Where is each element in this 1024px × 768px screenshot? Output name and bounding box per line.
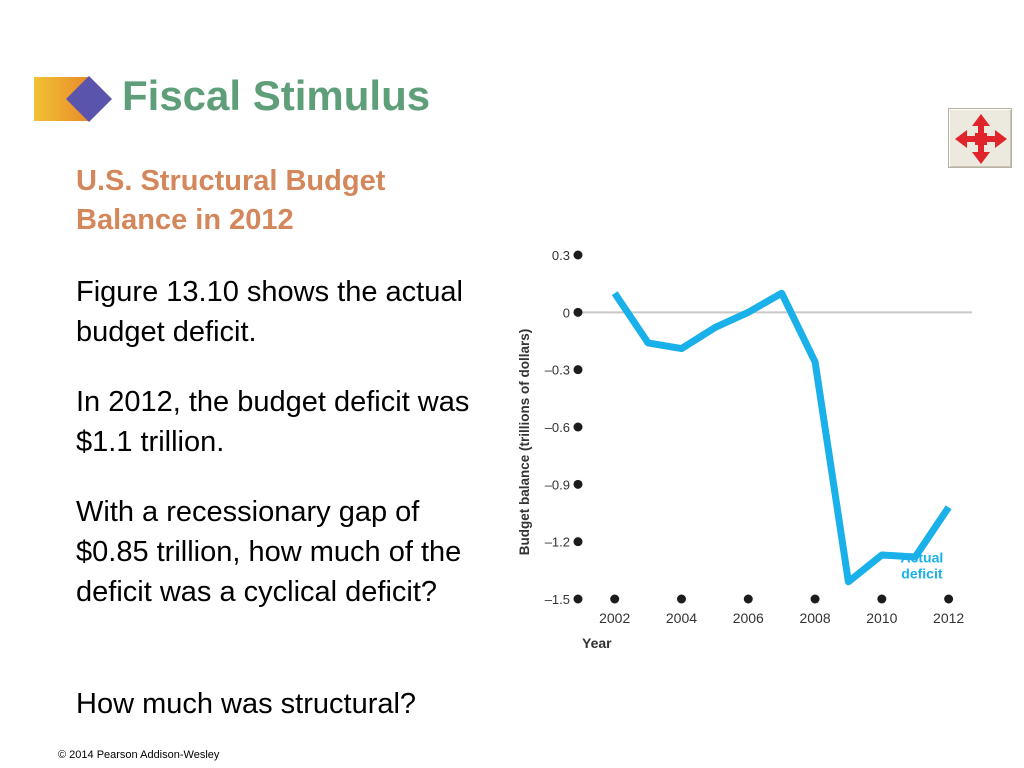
actual-deficit-line — [611, 289, 952, 586]
series-label-line-2: deficit — [901, 566, 943, 582]
y-tick-dot — [573, 250, 583, 260]
x-tick-dot — [810, 594, 820, 604]
x-tick-dot — [877, 594, 887, 604]
x-tick-dot — [610, 594, 620, 604]
y-tick-label: –0.9 — [545, 477, 570, 492]
x-tick-dot — [944, 594, 954, 604]
y-tick-label: –0.3 — [545, 363, 570, 378]
paragraph-question-structural: How much was structural? — [76, 688, 417, 720]
x-tick-label: 2006 — [733, 610, 764, 626]
x-tick-label: 2004 — [666, 610, 697, 626]
y-tick-label: –1.5 — [545, 592, 570, 607]
page-title: Fiscal Stimulus — [122, 72, 431, 119]
navigation-button[interactable] — [948, 108, 1012, 168]
paragraph-question-cyclical: With a recessionary gap of $0.85 trillio… — [76, 496, 462, 608]
x-tick-dot — [743, 594, 753, 604]
y-tick-dot — [573, 365, 583, 375]
y-tick-label: –0.6 — [545, 420, 570, 435]
paragraph-figure-description: Figure 13.10 shows the actual budget def… — [76, 276, 463, 348]
y-tick-dot — [573, 307, 583, 317]
y-tick-label: 0.3 — [552, 248, 570, 263]
x-tick-label: 2010 — [866, 610, 897, 626]
budget-balance-chart: 0.3 0 –0.3 –0.6 –0.9 –1.2 –1.5 2002 2004 2006 2008… — [517, 248, 972, 651]
chart-subtitle: U.S. Structural Budget Balance in 2012 — [76, 165, 386, 236]
y-tick-label: –1.2 — [545, 535, 570, 550]
y-axis-title: Budget balance (trillions of dollars) — [517, 329, 532, 556]
y-tick-dot — [573, 422, 583, 432]
x-tick-dot — [676, 594, 686, 604]
y-tick-dot — [573, 479, 583, 489]
y-tick-dot — [573, 594, 583, 604]
paragraph-deficit-amount: In 2012, the budget deficit was $1.1 tri… — [76, 386, 470, 458]
copyright-notice: © 2014 Pearson Addison-Wesley — [58, 749, 220, 761]
x-tick-label: 2002 — [599, 610, 630, 626]
x-tick-label: 2008 — [799, 610, 830, 626]
x-tick-label: 2012 — [933, 610, 964, 626]
y-tick-label: 0 — [563, 305, 570, 320]
y-tick-dot — [573, 537, 583, 547]
four-way-arrows-icon — [955, 114, 1007, 164]
x-axis-title: Year — [582, 635, 612, 651]
series-label-line-1: Actual — [901, 550, 944, 566]
title-decoration-icon — [34, 76, 112, 122]
